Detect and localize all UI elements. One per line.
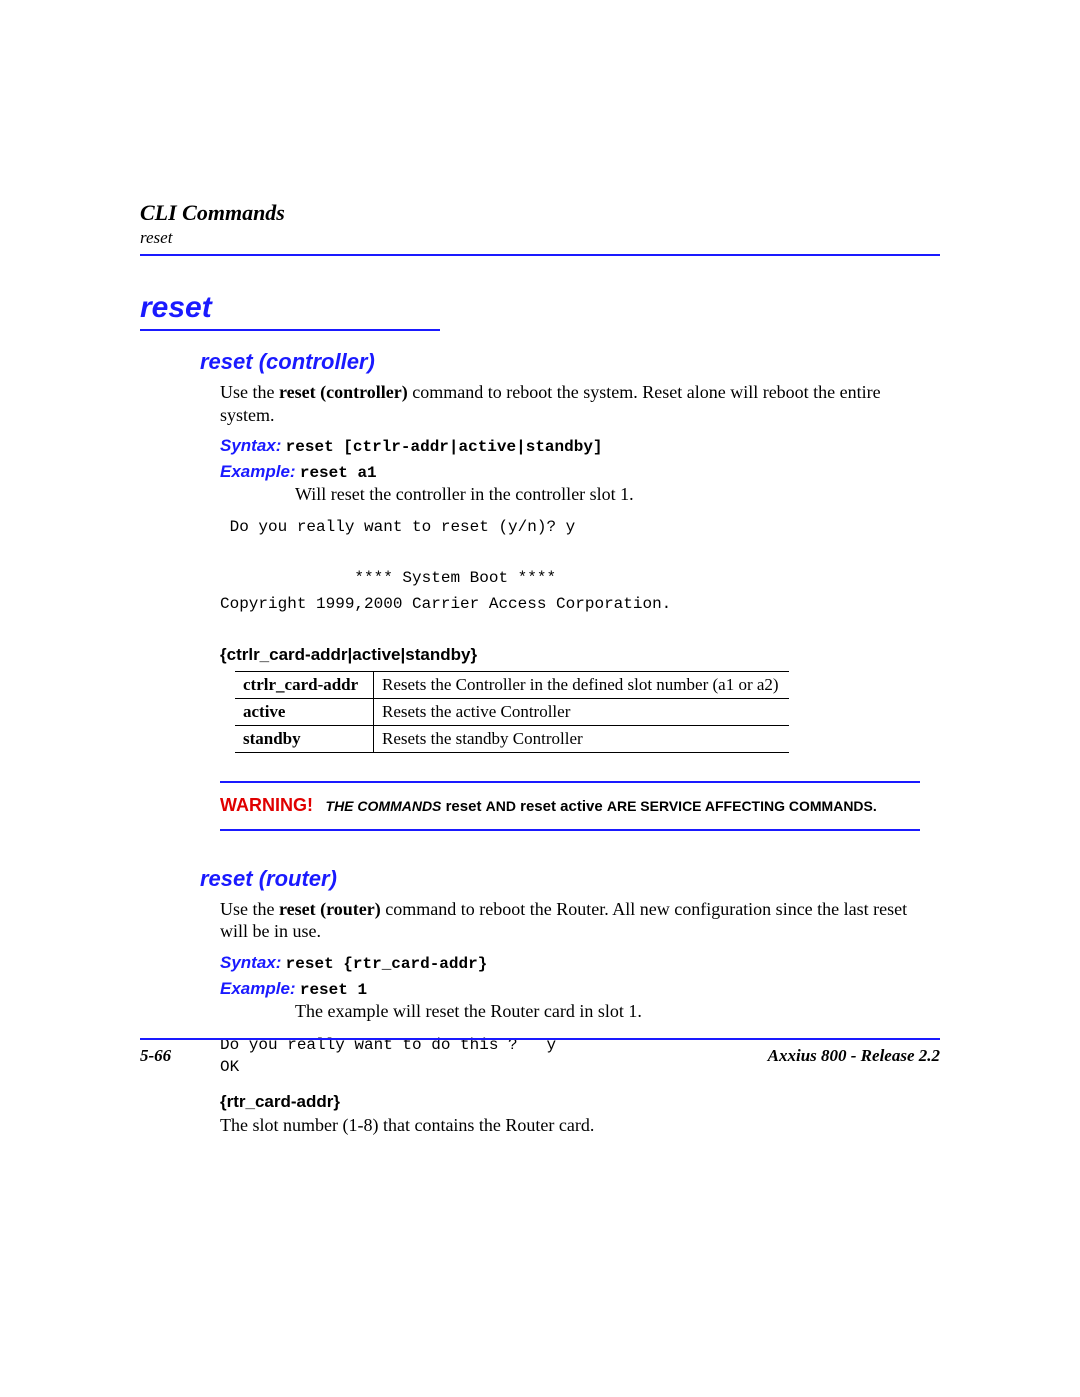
warn-seg2: AND [486,798,516,814]
warn-cmd1: reset [441,798,485,815]
warning-label: WARNING! [220,795,313,815]
controller-terminal: Do you really want to reset (y/n)? y ***… [220,515,940,617]
subhead-reset-controller: reset (controller) [200,349,940,375]
intro-pre: Use the [220,899,279,919]
router-syntax: Syntax: reset {rtr_card-addr} [220,953,940,973]
syntax-value: reset [ctrlr-addr|active|standby] [286,438,603,456]
warn-cmd2: reset active [516,798,607,815]
param-key: ctrlr_card-addr [235,672,374,699]
table-row: ctrlr_card-addr Resets the Controller in… [235,672,789,699]
controller-example-note: Will reset the controller in the control… [295,484,940,505]
router-intro: Use the reset (router) command to reboot… [220,898,920,943]
warning-block: WARNING! THE COMMANDS reset AND reset ac… [220,781,920,830]
subhead-reset-router: reset (router) [200,866,940,892]
param-desc: Resets the active Controller [374,699,789,726]
param-desc: Resets the standby Controller [374,726,789,753]
table-row: standby Resets the standby Controller [235,726,789,753]
intro-bold: reset (controller) [279,382,408,402]
syntax-label: Syntax: [220,436,281,455]
footer-page-number: 5-66 [140,1046,171,1066]
example-value: reset a1 [300,464,377,482]
page-header-subtitle: reset [140,228,940,248]
page-header-title: CLI Commands [140,200,940,226]
controller-syntax: Syntax: reset [ctrlr-addr|active|standby… [220,436,940,456]
param-key: standby [235,726,374,753]
controller-intro: Use the reset (controller) command to re… [220,381,920,426]
syntax-value: reset {rtr_card-addr} [286,955,488,973]
header-rule [140,254,940,256]
warn-seg1: THE COMMANDS [326,798,442,814]
example-label: Example: [220,462,296,481]
router-example: Example: reset 1 [220,979,940,999]
page-footer: 5-66 Axxius 800 - Release 2.2 [140,1038,940,1066]
main-title: reset [140,291,940,325]
example-value: reset 1 [300,981,367,999]
intro-bold: reset (router) [279,899,381,919]
router-param-desc: The slot number (1-8) that contains the … [220,1114,920,1137]
controller-param-heading: {ctrlr_card-addr|active|standby} [220,645,940,665]
intro-pre: Use the [220,382,279,402]
footer-rule [140,1038,940,1040]
controller-example: Example: reset a1 [220,462,940,482]
router-param-heading: {rtr_card-addr} [220,1092,940,1112]
footer-product-release: Axxius 800 - Release 2.2 [768,1046,940,1066]
router-example-note: The example will reset the Router card i… [295,1001,940,1022]
warn-seg3: ARE SERVICE AFFECTING COMMANDS. [607,798,877,814]
example-label: Example: [220,979,296,998]
controller-param-table: ctrlr_card-addr Resets the Controller in… [235,671,789,753]
table-row: active Resets the active Controller [235,699,789,726]
syntax-label: Syntax: [220,953,281,972]
param-key: active [235,699,374,726]
main-title-underline [140,329,440,331]
param-desc: Resets the Controller in the defined slo… [374,672,789,699]
